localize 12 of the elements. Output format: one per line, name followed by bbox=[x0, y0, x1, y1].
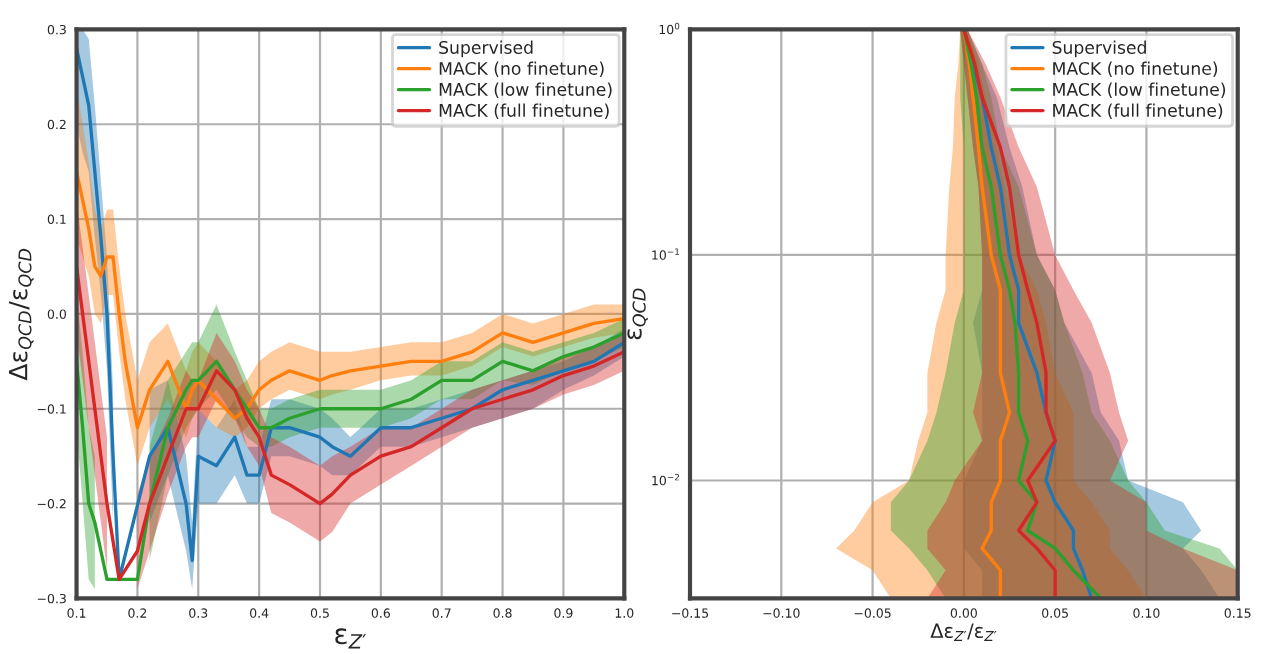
legend-label: Supervised bbox=[439, 40, 533, 58]
legend-label: MACK (full finetune) bbox=[439, 103, 609, 119]
legend-label: Supervised bbox=[1052, 40, 1146, 58]
legend-label: MACK (low finetune) bbox=[439, 82, 612, 98]
legend-label: MACK (no finetune) bbox=[1053, 61, 1218, 77]
x-axis-title: ε$_{Z′}$ bbox=[335, 628, 367, 649]
x-axis-title: Δε$_{Z′}$/ε$_{Z′}$ bbox=[930, 623, 997, 641]
legend-label: MACK (low finetune) bbox=[1053, 82, 1226, 98]
legend-label: MACK (full finetune) bbox=[1053, 103, 1223, 119]
legend-label: MACK (no finetune) bbox=[439, 61, 604, 77]
y-axis-title: Δε$_{QCD}$/ε$_{QCD}$ bbox=[8, 248, 34, 381]
y-axis-title: ε$_{QCD}$ bbox=[627, 288, 648, 340]
